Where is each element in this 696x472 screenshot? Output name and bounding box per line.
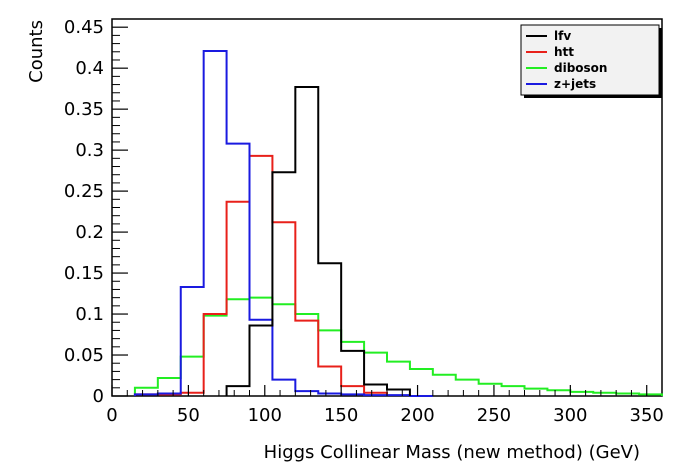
series-htt-line: [133, 154, 388, 396]
legend-entry-label: diboson: [554, 61, 607, 75]
legend-entry-label: z+jets: [554, 77, 596, 91]
x-tick-label: 200: [400, 405, 434, 426]
x-tick-label: 150: [324, 405, 358, 426]
series-diboson-line: [133, 296, 663, 396]
y-axis-label: Counts: [26, 20, 47, 83]
x-tick-label: 100: [248, 405, 282, 426]
x-axis-label: Higgs Collinear Mass (new method) (GeV): [264, 442, 640, 463]
y-tick-label: 0.25: [64, 181, 104, 202]
legend-entry-label: htt: [554, 45, 574, 59]
x-tick-label: 250: [477, 405, 511, 426]
x-tick-label: 300: [553, 405, 587, 426]
y-tick-label: 0.15: [64, 263, 104, 284]
y-tick-label: 0: [93, 386, 104, 407]
y-tick-label: 0.3: [75, 140, 104, 161]
y-tick-label: 0.2: [75, 222, 104, 243]
legend-entry-label: lfv: [554, 29, 571, 43]
x-tick-label: 0: [106, 405, 117, 426]
y-tick-label: 0.35: [64, 99, 104, 120]
y-tick-label: 0.05: [64, 345, 104, 366]
x-tick-label: 350: [630, 405, 664, 426]
y-tick-label: 0.1: [75, 304, 104, 325]
y-tick-label: 0.45: [64, 17, 104, 38]
y-tick-label: 0.4: [75, 58, 104, 79]
series-z-jets-line: [133, 49, 433, 397]
x-tick-label: 50: [177, 405, 200, 426]
series-lfv-line: [225, 86, 411, 396]
